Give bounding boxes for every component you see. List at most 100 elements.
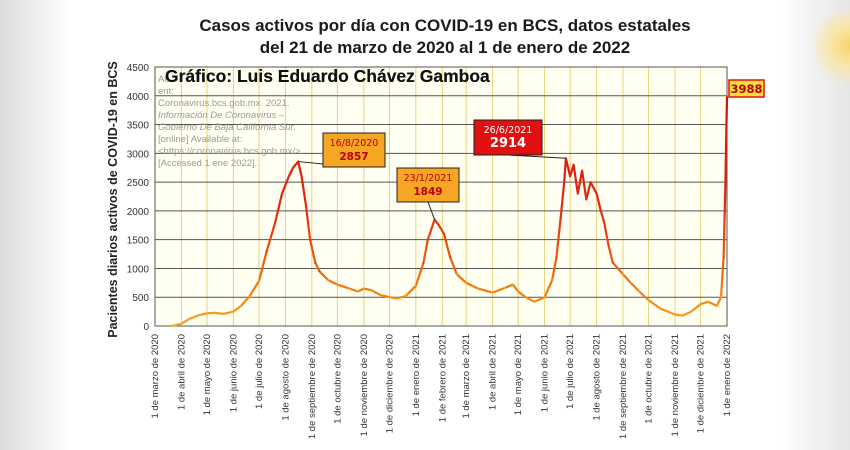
chart-credit: Gráfico: Luis Eduardo Chávez Gamboa [165, 66, 490, 86]
data-point [327, 279, 329, 281]
annotation-leader [507, 154, 566, 159]
data-point [595, 192, 598, 195]
annotation-date: 16/8/2020 [330, 138, 379, 149]
source-note-line: Información De Coronavirus – [158, 110, 285, 121]
data-point [171, 325, 173, 327]
data-point [659, 307, 662, 310]
annotation-box [728, 79, 765, 98]
annotation-value: 3988 [730, 82, 762, 96]
data-point [555, 256, 558, 258]
x-tick-label: 1 de noviembre de 2020 [359, 334, 370, 436]
chart-title-line2: del 21 de marzo de 2020 al 1 de enero de… [259, 38, 631, 57]
y-axis-label: Pacientes diarios activos de COVID-19 en… [106, 61, 120, 338]
right-margin-panel [780, 0, 850, 450]
data-point [491, 291, 494, 294]
data-point [572, 163, 575, 166]
data-point [265, 250, 268, 253]
data-point [569, 175, 572, 178]
data-point [720, 296, 722, 299]
data-point [426, 238, 429, 241]
data-point [589, 181, 592, 184]
x-tick-label: 1 de marzo de 2021 [461, 334, 472, 419]
annotation-leader [427, 201, 436, 220]
data-point [379, 294, 381, 296]
source-note-line: Au [158, 74, 170, 85]
data-point [258, 280, 260, 283]
x-tick-label: 1 de mayo de 2021 [513, 334, 524, 415]
data-point [563, 181, 566, 184]
data-point [726, 95, 728, 98]
data-point [449, 256, 451, 258]
data-point [576, 192, 579, 195]
x-tick-label: 1 de octubre de 2021 [644, 334, 655, 424]
data-point [422, 261, 425, 264]
chart-credit-overlay: Gráfico: Luis Eduardo Chávez Gamboa [165, 66, 490, 86]
x-tick-label: 1 de mayo de 2020 [202, 334, 213, 415]
y-tick-label: 1000 [127, 264, 150, 275]
data-point [388, 296, 391, 299]
data-point [206, 312, 208, 315]
data-point [517, 290, 520, 293]
x-tick-label: 1 de julio de 2021 [565, 334, 576, 409]
data-point [396, 297, 398, 300]
data-point [707, 300, 710, 303]
data-point [443, 233, 445, 235]
data-point [607, 244, 610, 247]
data-point [309, 238, 312, 241]
data-point [281, 192, 283, 195]
data-point [477, 287, 479, 290]
y-tick-label: 3500 [127, 121, 150, 132]
data-point [437, 224, 440, 227]
data-point [724, 186, 727, 189]
source-note-line: ent: [158, 86, 174, 97]
data-point [674, 313, 676, 316]
source-note-line: <https://coronavirus.bcs.gob.mx/> [158, 146, 301, 157]
data-point [213, 311, 216, 314]
data-point [647, 299, 650, 301]
x-tick-label: 1 de abril de 2020 [176, 334, 187, 410]
y-tick-label: 2500 [127, 178, 150, 189]
data-point [356, 290, 359, 293]
x-tick-label: 1 de agosto de 2020 [280, 334, 291, 421]
data-point [180, 322, 183, 325]
data-point [581, 169, 583, 172]
series-line [171, 96, 729, 328]
data-point [287, 175, 290, 178]
data-point [370, 289, 373, 292]
data-point [533, 300, 536, 303]
data-point [690, 310, 693, 313]
annotation-value: 1849 [413, 186, 442, 198]
source-note-line: Gobierno De Baja California Sur. [158, 122, 296, 133]
y-tick-label: 3000 [127, 149, 150, 160]
data-point [722, 256, 725, 258]
data-point [543, 296, 546, 299]
data-point [314, 261, 317, 264]
data-point [681, 314, 684, 317]
x-tick-label: 1 de junio de 2021 [540, 334, 551, 412]
y-tick-label: 4500 [127, 63, 150, 74]
data-point [292, 166, 294, 169]
data-point [404, 295, 407, 297]
data-point [336, 283, 339, 286]
data-point [551, 279, 554, 281]
x-tick-label: 1 de septiembre de 2021 [618, 334, 629, 439]
annotation-date: 26/6/2021 [484, 125, 533, 136]
data-point [304, 204, 307, 207]
data-point [414, 284, 417, 287]
x-tick-label: 1 de febrero de 2021 [437, 334, 448, 422]
data-point [622, 273, 624, 276]
data-point [524, 296, 527, 299]
y-tick-label: 0 [143, 322, 149, 333]
data-point [503, 287, 506, 289]
data-point [348, 287, 351, 290]
data-point [559, 215, 562, 218]
x-tick-label: 1 de agosto de 2021 [592, 334, 603, 421]
y-tick-label: 4000 [127, 92, 150, 103]
data-point [599, 209, 602, 212]
annotation-value: 2857 [339, 151, 368, 163]
annotation-box [396, 167, 460, 203]
data-point [196, 314, 199, 317]
source-note-line: Coronavirus.bcs.gob.mx. 2021. [158, 98, 289, 109]
x-tick-label: 1 de marzo de 2020 [150, 334, 161, 419]
